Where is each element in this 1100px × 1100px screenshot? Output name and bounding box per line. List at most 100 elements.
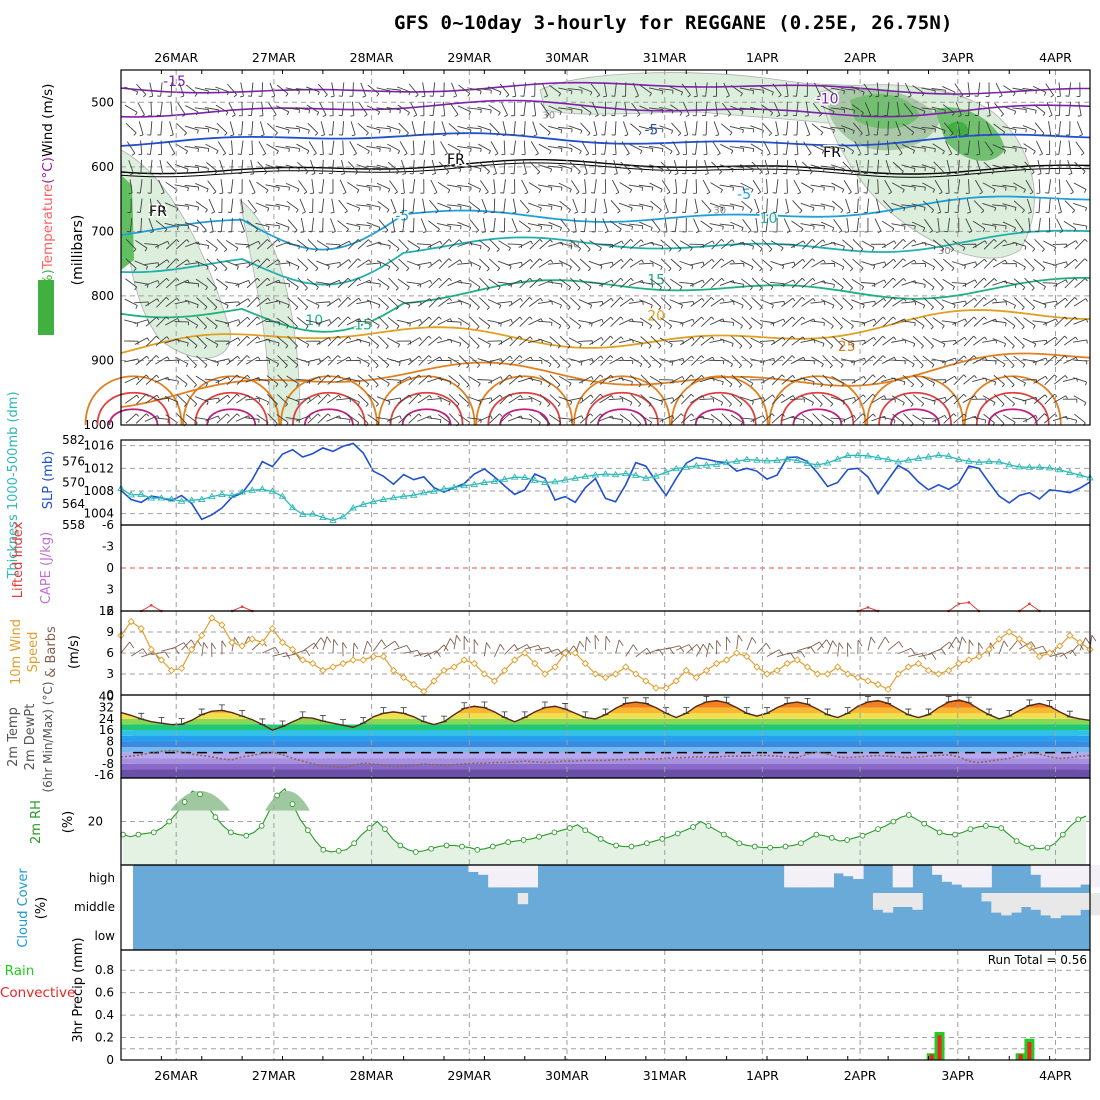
barb-9-870 [205, 337, 219, 348]
barb-9-690 [209, 217, 214, 233]
minmax-bar-90 [1026, 699, 1033, 706]
surface-barb-76 [887, 641, 904, 651]
barb-14-810 [256, 297, 271, 307]
barb-82-660 [944, 198, 950, 213]
barb-43-780 [548, 281, 563, 288]
minmax-bar-6 [178, 718, 185, 725]
barb-60-510 [722, 102, 732, 117]
bottom-date-label-8: 3APR [941, 1068, 974, 1083]
wind-speed-point-66 [783, 659, 791, 668]
barb-57-810 [690, 297, 705, 307]
barb-57-840 [690, 316, 705, 327]
warm-dome-5-2 [597, 408, 647, 426]
barb-29-540 [411, 121, 416, 137]
barb-61-540 [729, 126, 744, 134]
barb-60-570 [720, 143, 734, 154]
thickness-point-28 [399, 492, 408, 499]
rh2m-point-90 [813, 831, 820, 838]
barb-72-630 [843, 179, 852, 195]
barb-64-990 [761, 413, 775, 424]
barb-93-480 [1056, 82, 1061, 98]
barb-7-630 [184, 184, 200, 191]
cloud-middle-75 [872, 893, 884, 910]
cloud-high-71 [833, 865, 844, 874]
wind-speed-point-5 [167, 666, 176, 675]
barb-17-540 [285, 126, 301, 133]
barb-27-720 [387, 239, 400, 252]
barb-60-660 [719, 204, 735, 210]
barb-80-540 [921, 126, 936, 133]
barb-87-840 [992, 320, 1007, 327]
thickness-point-71 [833, 455, 842, 462]
barb-86-900 [982, 359, 997, 365]
barb-25-570 [366, 145, 381, 153]
barb-20-600 [318, 159, 324, 175]
thickness-ylabel: Thickness 1000-500mb (dm) [6, 391, 21, 579]
barb-50-480 [622, 82, 627, 97]
top-date-label-4: 30MAR [545, 50, 589, 65]
wind-speed-point-92 [1045, 649, 1054, 657]
surface-barb-62 [746, 637, 757, 651]
barb-70-840 [821, 317, 834, 329]
barb-76-660 [882, 200, 894, 214]
barb-58-960 [699, 398, 715, 403]
barb-12-660 [239, 198, 244, 214]
barb-8-870 [196, 335, 207, 349]
barb-26-570 [376, 145, 391, 152]
barb-12-840 [236, 316, 251, 327]
barb-57-900 [691, 355, 705, 366]
thickness-point-86 [985, 457, 993, 465]
cloud-high-39 [517, 865, 529, 888]
thickness-point-9 [208, 492, 216, 500]
barb-33-780 [447, 279, 463, 287]
barb-88-690 [1002, 221, 1016, 232]
barb-31-810 [428, 297, 442, 308]
surface-barb-18 [302, 642, 319, 652]
rh2m-point-118 [1029, 844, 1035, 851]
rh2m-area [123, 788, 1086, 865]
barb-65-630 [772, 179, 779, 194]
barb-55-660 [672, 198, 677, 213]
barb-72-990 [841, 415, 856, 423]
barb-59-570 [712, 141, 721, 156]
barb-43-750 [548, 262, 563, 267]
barb-30-720 [416, 243, 432, 249]
barb-14-540 [259, 121, 265, 137]
barb-22-600 [341, 159, 346, 175]
temp-contour-5 [120, 195, 1091, 251]
barb-10-630 [219, 179, 224, 195]
barb-94-480 [1065, 82, 1072, 97]
barb-21-960 [326, 394, 342, 404]
barb-6-540 [176, 122, 187, 136]
cloud-middle-87 [991, 893, 1002, 913]
barb-87-720 [993, 239, 1008, 250]
precip-convective-bar-3 [1027, 1042, 1032, 1060]
barb-91-630 [1036, 179, 1041, 194]
rh-area-70b [935, 107, 1005, 161]
warm-dome-6-2 [694, 408, 745, 426]
barb-24-810 [356, 300, 372, 305]
barb-91-960 [1033, 394, 1048, 404]
barb-80-990 [921, 417, 936, 423]
barb-6-570 [175, 143, 188, 155]
barb-28-840 [396, 319, 411, 327]
barb-21-840 [327, 316, 341, 327]
barb-44-840 [559, 316, 571, 330]
barb-89-720 [1012, 241, 1027, 250]
barb-18-690 [300, 217, 305, 233]
upper-ylabel-part-2: (°C) [40, 157, 56, 184]
barb-70-750 [820, 262, 836, 267]
cloud-high-68 [803, 865, 815, 888]
minmax-bar-72 [844, 707, 851, 714]
barb-91-780 [1033, 278, 1046, 290]
barb-27-780 [388, 277, 399, 291]
barb-90-960 [1022, 396, 1038, 402]
cloud-middle-77 [892, 893, 904, 907]
barb-89-570 [1012, 145, 1027, 153]
rh2m-yunit: (%) [61, 811, 76, 834]
barb-19-810 [306, 298, 320, 309]
barb-36-750 [479, 258, 490, 272]
wind-barbs [124, 82, 1089, 427]
thickness-point-46 [581, 472, 590, 479]
barb-65-870 [770, 336, 786, 346]
